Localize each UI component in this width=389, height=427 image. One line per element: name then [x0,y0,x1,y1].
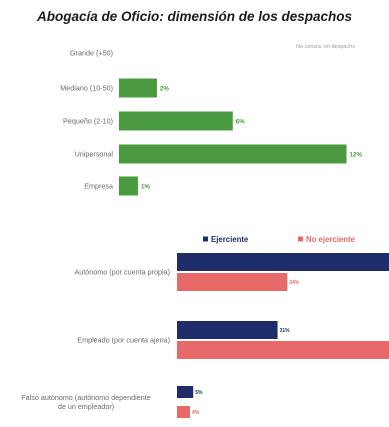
data-label: 31% [280,328,291,334]
category-label: Autónomo (por cuenta propia) [75,268,171,277]
bar [177,386,194,398]
data-label: 66% [382,348,389,354]
bar [119,144,347,164]
legend-label: No ejerciente [306,235,356,244]
bar [177,321,278,339]
category-label: Unipersonal [75,150,114,159]
data-label: 6% [236,119,245,126]
bar [177,406,190,418]
data-label: 5% [195,390,203,396]
data-label: 4% [192,410,200,416]
category-label: de un empleador) [58,402,114,411]
legend-label: Ejerciente [211,235,249,244]
bar [177,273,288,291]
data-label: 12% [350,152,363,159]
bar [119,78,157,98]
legend-swatch [298,236,303,242]
data-label: 34% [289,280,300,286]
data-label: 66% [382,260,389,266]
bar [177,341,389,359]
data-label: 2% [160,86,169,93]
category-label: Falso autónomo (autónomo dependiente [21,393,150,402]
page-title: Abogacía de Oficio: dimensión de los des… [36,9,353,24]
bar [119,176,138,196]
category-label: Empleado (por cuenta ajena) [77,336,170,345]
category-label: Pequeño (2-10) [63,117,113,126]
chart-note: No consta: en despacho [296,44,356,50]
category-label: Empresa [84,182,113,191]
category-label: Grande (+50) [70,49,113,58]
legend-swatch [203,236,208,242]
bar [177,253,389,271]
data-label: 1% [141,184,150,191]
bar [119,111,233,131]
category-label: Mediano (10-50) [60,84,113,93]
